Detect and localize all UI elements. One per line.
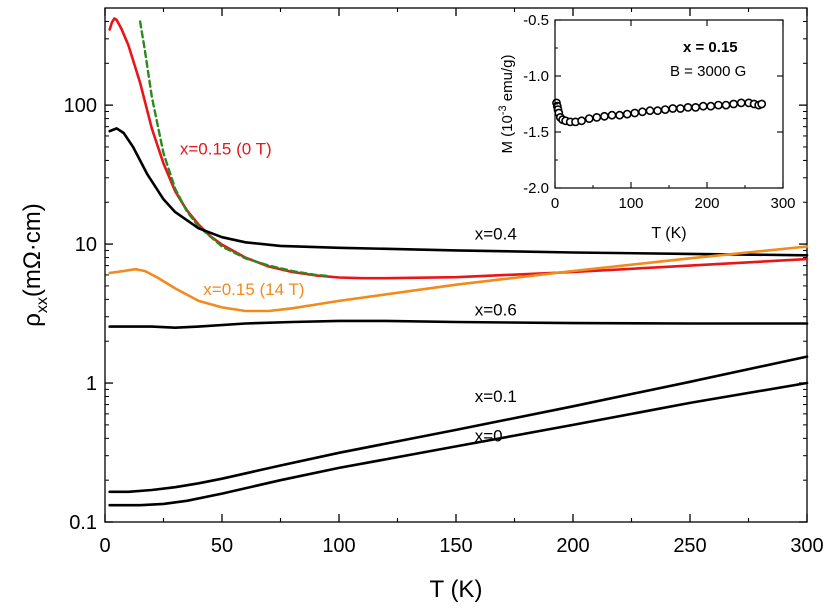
series-label: x=0.1: [475, 387, 517, 406]
series-line-fit-1: [138, 20, 329, 278]
inset-x-tick-label: 200: [694, 195, 719, 212]
inset-x-tick-label: 100: [618, 195, 643, 212]
inset-data-point: [630, 108, 640, 118]
x-tick-label: 300: [790, 535, 823, 557]
inset-y-tick-label: -1.0: [523, 68, 549, 85]
y-tick-label: 100: [64, 95, 97, 117]
x-tick-label: 50: [211, 535, 233, 557]
x-tick-label: 100: [322, 535, 355, 557]
y-axis-title-unit: (mΩ·cm): [19, 203, 46, 297]
inset-y-tick-label: -2.0: [523, 180, 549, 197]
series-line-x-0-1: [108, 355, 809, 494]
y-tick-label: 10: [75, 234, 97, 256]
inset-data-point: [668, 104, 678, 113]
inset-data-point: [736, 98, 746, 108]
main-ticks: 0 50 100 150 200 250 300 0.1 1 10 100: [64, 8, 824, 557]
inset-data-point: [714, 100, 723, 110]
inset-data-point: [584, 114, 594, 123]
inset-data-point: [638, 107, 647, 117]
inset-data-point: [757, 99, 767, 109]
inset-data-point: [698, 101, 708, 111]
inset-data-point: [729, 99, 738, 109]
inset-x-axis-title: T (K): [651, 225, 686, 242]
inset-annotation-field: B = 3000 G: [670, 63, 746, 80]
svg-text:ρxx(mΩ·cm): ρxx(mΩ·cm): [19, 203, 51, 327]
inset-data-point: [660, 105, 670, 114]
inset-data-point: [577, 116, 586, 126]
x-axis-title: T (K): [430, 576, 483, 603]
inset-annotation-composition: x = 0.15: [683, 39, 738, 56]
inset-y-axis-title-exponent: -3: [497, 105, 509, 115]
inset-y-axis-title-suffix: emu/g): [499, 55, 516, 106]
series-label: x=0.15 (14 T): [203, 280, 304, 299]
inset-data-point: [645, 106, 655, 116]
inset-y-axis-title: M (10-3 emu/g): [497, 55, 516, 154]
series-line-x-0-4: [108, 127, 809, 257]
inset-y-tick-label: -0.5: [523, 12, 549, 29]
main-series-labels: x=0.15 (0 T) x=0.4 x=0.15 (14 T) x=0.6 x=0.1…: [180, 140, 517, 446]
inset-ticks: 0 100 200 300 -2.0 -1.5 -1.0 -0.5: [523, 12, 795, 212]
inset-data-point: [600, 111, 609, 121]
x-tick-label: 150: [439, 535, 472, 557]
inset-y-axis-title-prefix: M (10: [499, 115, 516, 153]
x-tick-label: 250: [673, 535, 706, 557]
y-axis-title: ρxx(mΩ·cm): [19, 203, 51, 327]
svg-text:M (10-3 emu/g): M (10-3 emu/g): [497, 55, 516, 154]
inset-data-point: [622, 109, 632, 119]
inset-plot: 0 100 200 300 -2.0 -1.5 -1.0 -0.5 x = 0.15 B = …: [497, 12, 796, 242]
x-tick-label: 200: [556, 535, 589, 557]
inset-data-point: [721, 100, 731, 110]
y-axis-title-subscript: xx: [34, 297, 51, 313]
inset-data-point: [592, 113, 602, 122]
inset-data-point: [607, 110, 617, 120]
inset-x-tick-label: 300: [770, 195, 795, 212]
series-label: x=0.6: [475, 301, 517, 320]
series-line-x-0: [108, 381, 809, 507]
y-tick-label: 1: [86, 373, 97, 395]
series-line-x-0-15-14-T: [108, 245, 809, 313]
series-label: x=0.15 (0 T): [180, 140, 272, 159]
inset-data-point: [653, 106, 662, 116]
series-label: x=0.4: [475, 224, 517, 243]
main-curves: [108, 17, 809, 507]
series-label: x=0: [475, 426, 503, 445]
inset-x-tick-label: 0: [551, 195, 559, 212]
series-line-x-0-6: [108, 319, 809, 329]
inset-data-point: [676, 104, 685, 113]
inset-data-point: [691, 103, 700, 112]
main-plot: 0 50 100 150 200 250 300 0.1 1 10 100 x=0.15 (0 T)…: [19, 7, 824, 603]
inset-data-point: [706, 101, 716, 111]
y-axis-title-main: ρ: [19, 313, 46, 327]
inset-data-point: [683, 103, 693, 112]
x-tick-label: 0: [99, 535, 110, 557]
inset-data-point: [615, 110, 624, 120]
y-tick-label: 0.1: [69, 512, 97, 534]
inset-y-tick-label: -1.5: [523, 124, 549, 141]
